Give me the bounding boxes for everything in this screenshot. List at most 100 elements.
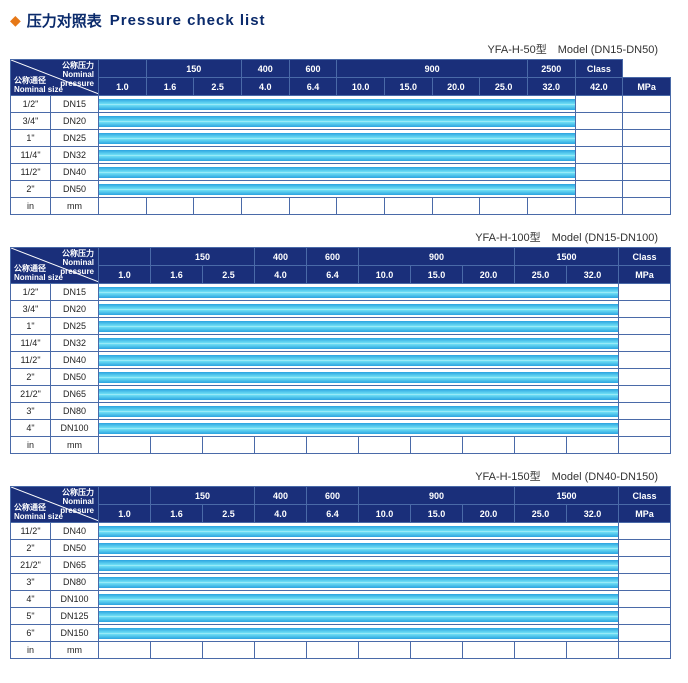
table-caption: YFA-H-50型 Model (DN15-DN50): [10, 41, 678, 57]
size-in: 2": [11, 369, 51, 386]
size-in: 3/4": [11, 301, 51, 318]
empty-cell: [575, 181, 623, 198]
mpa-header: 20.0: [432, 78, 480, 96]
mpa-header: 15.0: [411, 266, 463, 284]
size-in: 3": [11, 403, 51, 420]
empty-cell: [619, 386, 671, 403]
size-dn: DN15: [51, 96, 99, 113]
class-header: 900: [359, 248, 515, 266]
size-dn: DN50: [51, 540, 99, 557]
size-in: 1/2": [11, 96, 51, 113]
pressure-bar: [99, 352, 619, 369]
mpa-header: 4.0: [255, 266, 307, 284]
footer-mm: mm: [51, 642, 99, 659]
empty-cell: [619, 437, 671, 454]
empty-cell: [151, 642, 203, 659]
size-in: 2": [11, 540, 51, 557]
empty-cell: [575, 113, 623, 130]
mpa-header: 25.0: [515, 266, 567, 284]
empty-cell: [99, 198, 147, 215]
mpa-header: 1.6: [146, 78, 194, 96]
size-dn: DN150: [51, 625, 99, 642]
mpa-header: MPa: [619, 266, 671, 284]
mpa-header: 4.0: [255, 505, 307, 523]
mpa-header: 4.0: [241, 78, 289, 96]
size-in: 21/2": [11, 386, 51, 403]
size-dn: DN100: [51, 591, 99, 608]
class-header: 900: [359, 487, 515, 505]
table-caption: YFA-H-100型 Model (DN15-DN100): [10, 229, 678, 245]
pressure-table: 公称压力Nominalpressure公称通径Nominal size15040…: [10, 247, 671, 454]
size-dn: DN32: [51, 335, 99, 352]
size-dn: DN20: [51, 113, 99, 130]
empty-cell: [623, 113, 671, 130]
mpa-header: MPa: [623, 78, 671, 96]
class-header: [99, 60, 147, 78]
footer-in: in: [11, 198, 51, 215]
pressure-bar: [99, 574, 619, 591]
empty-cell: [575, 164, 623, 181]
pressure-bar: [99, 96, 576, 113]
diagonal-header: 公称压力Nominalpressure公称通径Nominal size: [11, 248, 99, 284]
empty-cell: [359, 642, 411, 659]
size-in: 11/4": [11, 335, 51, 352]
empty-cell: [203, 437, 255, 454]
empty-cell: [463, 437, 515, 454]
empty-cell: [255, 642, 307, 659]
size-dn: DN125: [51, 608, 99, 625]
empty-cell: [619, 301, 671, 318]
pressure-bar: [99, 625, 619, 642]
diagonal-header: 公称压力Nominalpressure公称通径Nominal size: [11, 60, 99, 96]
size-in: 5": [11, 608, 51, 625]
empty-cell: [619, 335, 671, 352]
empty-cell: [480, 198, 528, 215]
size-dn: DN25: [51, 318, 99, 335]
pressure-bar: [99, 591, 619, 608]
size-dn: DN80: [51, 403, 99, 420]
empty-cell: [432, 198, 480, 215]
class-header: Class: [619, 248, 671, 266]
empty-cell: [619, 352, 671, 369]
empty-cell: [194, 198, 242, 215]
empty-cell: [575, 198, 623, 215]
pressure-table: 公称压力Nominalpressure公称通径Nominal size15040…: [10, 486, 671, 659]
pressure-bar: [99, 420, 619, 437]
mpa-header: 10.0: [337, 78, 385, 96]
size-dn: DN40: [51, 352, 99, 369]
mpa-header: 2.5: [194, 78, 242, 96]
empty-cell: [623, 130, 671, 147]
empty-cell: [619, 540, 671, 557]
size-in: 6": [11, 625, 51, 642]
size-in: 4": [11, 591, 51, 608]
empty-cell: [463, 642, 515, 659]
pressure-bar: [99, 301, 619, 318]
empty-cell: [623, 164, 671, 181]
pressure-bar: [99, 608, 619, 625]
footer-mm: mm: [51, 198, 99, 215]
size-dn: DN15: [51, 284, 99, 301]
mpa-header: 25.0: [515, 505, 567, 523]
class-header: 1500: [515, 487, 619, 505]
empty-cell: [151, 437, 203, 454]
empty-cell: [384, 198, 432, 215]
mpa-header: 1.6: [151, 505, 203, 523]
empty-cell: [623, 147, 671, 164]
empty-cell: [619, 523, 671, 540]
mpa-header: 1.0: [99, 266, 151, 284]
pressure-bar: [99, 386, 619, 403]
size-dn: DN40: [51, 164, 99, 181]
pressure-bar: [99, 318, 619, 335]
empty-cell: [411, 642, 463, 659]
empty-cell: [337, 198, 385, 215]
mpa-header: 1.0: [99, 78, 147, 96]
empty-cell: [515, 642, 567, 659]
pressure-bar: [99, 369, 619, 386]
pressure-bar: [99, 147, 576, 164]
size-in: 2": [11, 181, 51, 198]
mpa-header: 32.0: [527, 78, 575, 96]
class-header: 400: [255, 248, 307, 266]
class-header: 400: [241, 60, 289, 78]
empty-cell: [575, 96, 623, 113]
size-in: 1": [11, 130, 51, 147]
class-header: 2500: [527, 60, 575, 78]
